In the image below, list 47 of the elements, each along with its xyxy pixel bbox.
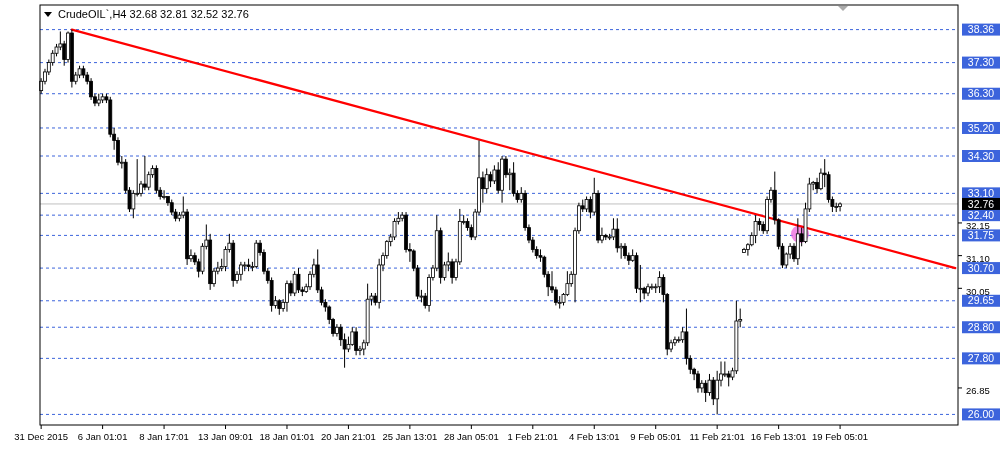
x-tick-label: 11 Feb 21:01 — [689, 431, 745, 442]
ref-line-label: 37.30 — [967, 56, 995, 69]
candlestick — [354, 326, 359, 356]
ref-line-label: 31.75 — [967, 229, 995, 242]
candlestick — [238, 261, 243, 282]
candlestick — [696, 370, 700, 394]
chart-title: CrudeOIL`,H4 32.68 32.81 32.52 32.76 — [58, 8, 249, 20]
x-tick-label: 8 Jan 17:01 — [139, 431, 189, 442]
ref-line-label: 34.30 — [967, 149, 995, 162]
x-tick-label: 20 Jan 21:01 — [320, 431, 376, 442]
x-tick-label: 6 Jan 01:01 — [77, 431, 128, 442]
ref-line-label: 32.76 — [967, 197, 995, 210]
candlestick — [296, 267, 301, 294]
x-tick-label: 4 Feb 13:01 — [568, 431, 620, 442]
candlestick — [162, 189, 166, 201]
x-tick-label: 1 Feb 21:01 — [507, 431, 559, 442]
x-tick-label: 16 Feb 13:01 — [750, 431, 807, 442]
ref-line-label: 27.80 — [967, 352, 995, 365]
candlestick — [131, 189, 136, 219]
x-tick-label: 25 Jan 13:01 — [382, 431, 438, 442]
x-tick-label: 18 Jan 01:01 — [259, 431, 315, 442]
x-tick-label: 13 Jan 09:01 — [198, 431, 253, 442]
ref-line-label: 36.30 — [967, 87, 995, 100]
y-tick-label: 26.85 — [966, 385, 990, 397]
candlestick — [838, 201, 842, 212]
candlestick — [142, 155, 147, 191]
ref-line-label: 26.00 — [967, 408, 995, 421]
ref-line-label: 29.65 — [967, 294, 995, 307]
ref-line-label: 28.80 — [967, 320, 995, 333]
candlestick — [285, 280, 289, 313]
candlestick — [722, 360, 727, 378]
x-tick-label: 19 Feb 05:01 — [812, 431, 869, 442]
ref-line-label: 30.70 — [967, 261, 995, 274]
y-tick-label: 31.10 — [966, 252, 990, 264]
x-tick-label: 9 Feb 05:01 — [630, 431, 682, 442]
ref-line-label: 33.10 — [967, 187, 995, 200]
y-tick-label: 30.05 — [966, 285, 990, 297]
ref-line-label: 32.40 — [967, 208, 995, 221]
candlestick — [711, 376, 716, 406]
x-tick-label: 31 Dec 2015 — [14, 431, 69, 442]
candlestick — [496, 161, 501, 194]
ref-line-label: 38.36 — [967, 23, 995, 36]
ref-line-label: 35.20 — [967, 121, 995, 134]
candlestick — [649, 283, 654, 291]
x-tick-label: 28 Jan 05:01 — [443, 431, 499, 442]
candlestick — [335, 323, 339, 338]
y-tick-label: 32.15 — [966, 220, 990, 232]
